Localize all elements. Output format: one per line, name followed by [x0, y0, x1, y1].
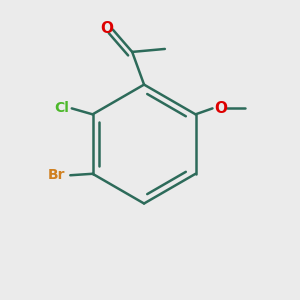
Text: Br: Br [48, 168, 66, 182]
Text: Cl: Cl [54, 101, 69, 116]
Text: O: O [100, 21, 113, 36]
Text: O: O [214, 101, 227, 116]
